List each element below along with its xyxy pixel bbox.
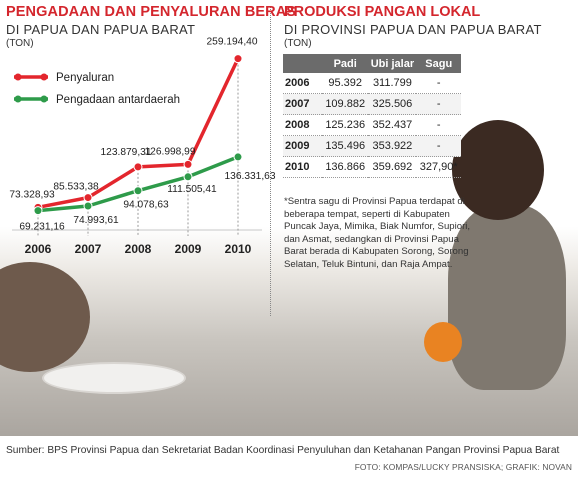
data-label: 259.194,40 — [207, 37, 258, 48]
legend-swatch-dot — [40, 73, 48, 81]
local-food-table: Padi Ubi jalar Sagu 2006 95.392 311.799 … — [283, 54, 461, 178]
x-tick-label: 2010 — [225, 242, 252, 256]
legend-swatch-dot — [14, 73, 22, 81]
legend-swatch-dot — [40, 95, 48, 103]
table-header-cell: Sagu — [416, 54, 461, 73]
data-point — [83, 201, 93, 211]
legend-label: Pengadaan antardaerah — [56, 94, 180, 106]
data-point — [233, 152, 243, 162]
x-tick-label: 2006 — [25, 242, 52, 256]
table-cell: 95.392 — [322, 73, 369, 94]
table-cell: - — [416, 135, 461, 157]
data-point — [183, 159, 193, 169]
legend-label: Penyaluran — [56, 72, 114, 84]
photo-hand-shape — [0, 262, 90, 372]
data-label: 126.998,99 — [145, 146, 196, 157]
table-row: 2007 109.882 325.506 - — [283, 93, 461, 115]
table-cell: 135.496 — [322, 135, 369, 157]
table-cell: 353.922 — [368, 135, 417, 157]
photo-plate-shape — [42, 362, 186, 394]
table-cell: 2007 — [283, 93, 322, 115]
x-tick-label: 2007 — [75, 242, 102, 256]
data-point — [83, 193, 93, 203]
table-cell: 2006 — [283, 73, 322, 94]
table-cell: 2010 — [283, 156, 322, 178]
right-panel-unit: (TON) — [284, 38, 312, 49]
table-cell: 325.506 — [368, 93, 417, 115]
left-panel-title: PENGADAAN DAN PENYALURAN BERAS — [6, 4, 297, 20]
table-cell: - — [416, 93, 461, 115]
photo-ball-shape — [424, 322, 462, 362]
table-cell: 109.882 — [322, 93, 369, 115]
table-cell: 125.236 — [322, 114, 369, 136]
photo-child-head-shape — [452, 120, 544, 220]
table-row: 2010 136.866 359.692 327,90* — [283, 156, 461, 178]
table-row: 2009 135.496 353.922 - — [283, 135, 461, 157]
data-label: 136.331,63 — [225, 171, 276, 182]
table-cell: 311.799 — [368, 73, 417, 94]
data-label: 85.533,38 — [53, 182, 99, 193]
left-panel-unit: (TON) — [6, 38, 34, 49]
x-tick-label: 2009 — [175, 242, 202, 256]
data-label: 69.231,16 — [19, 222, 65, 233]
x-tick-label: 2008 — [125, 242, 152, 256]
photo-child-body-shape — [448, 205, 566, 390]
right-panel-subtitle: DI PROVINSI PAPUA DAN PAPUA BARAT — [284, 22, 542, 37]
left-panel-subtitle: DI PAPUA DAN PAPUA BARAT — [6, 22, 196, 37]
credit-text: FOTO: KOMPAS/LUCKY PRANSISKA; GRAFIK: NO… — [354, 462, 572, 472]
data-label: 73.328,93 — [9, 189, 55, 200]
data-label: 94.078,63 — [123, 200, 169, 211]
table-cell: 327,90* — [416, 156, 461, 178]
footer-bar — [0, 436, 578, 478]
table-cell: 359.692 — [368, 156, 417, 178]
table-cell: - — [416, 73, 461, 94]
table-header-cell: Padi — [322, 54, 369, 73]
right-panel-title: PRODUKSI PANGAN LOKAL — [284, 4, 481, 20]
table-cell: 2008 — [283, 114, 322, 136]
sagu-footnote: *Sentra sagu di Provinsi Papua terdapat … — [284, 196, 471, 270]
table-cell: 136.866 — [322, 156, 369, 178]
data-label: 111.505,41 — [167, 184, 217, 195]
legend-swatch-dot — [14, 95, 22, 103]
data-label: 74.993,61 — [73, 215, 119, 226]
table-row: 2006 95.392 311.799 - — [283, 73, 461, 94]
data-point — [133, 186, 143, 196]
data-point — [133, 162, 143, 172]
data-point — [233, 54, 243, 64]
source-text: Sumber: BPS Provinsi Papua dan Sekretari… — [6, 445, 560, 456]
table-cell: 352.437 — [368, 114, 417, 136]
data-point — [33, 206, 43, 216]
data-label: 123.879,31 — [101, 147, 152, 158]
table-row: 2008 125.236 352.437 - — [283, 114, 461, 136]
table-header-row: Padi Ubi jalar Sagu — [283, 54, 461, 73]
panel-divider — [270, 6, 271, 316]
data-point — [183, 172, 193, 182]
table-header-cell: Ubi jalar — [368, 54, 417, 73]
table-header-cell — [283, 54, 322, 73]
table-cell: - — [416, 114, 461, 136]
table-cell: 2009 — [283, 135, 322, 157]
